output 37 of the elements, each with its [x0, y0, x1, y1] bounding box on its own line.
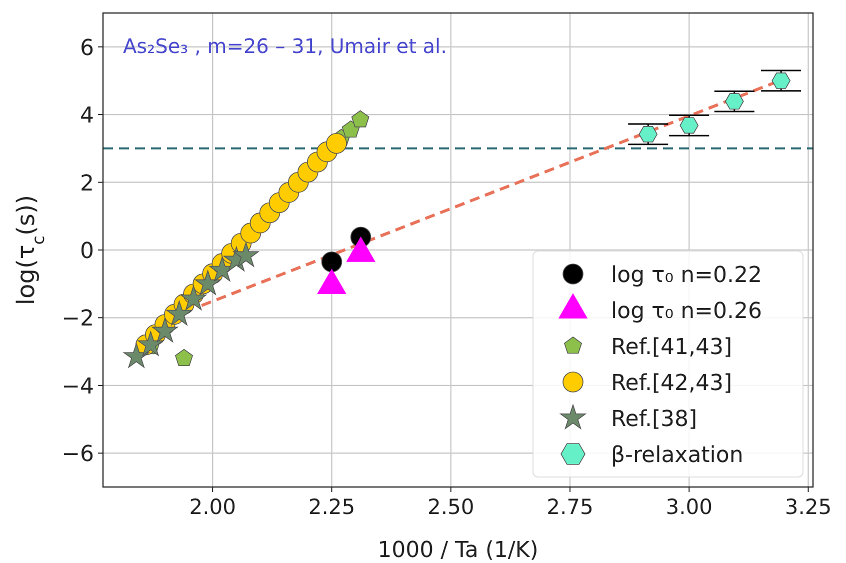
- point: [638, 126, 658, 142]
- point: [166, 300, 192, 326]
- point: [123, 343, 150, 368]
- x-axis-title: 1000 / Ta (1/K): [378, 538, 538, 563]
- x-tick-label: 2.50: [427, 495, 474, 519]
- y-tick-label: −6: [62, 442, 94, 468]
- legend-label: Ref.[38]: [611, 407, 698, 432]
- y-tick-label: 2: [80, 171, 94, 196]
- legend-label: Ref.[42,43]: [611, 371, 732, 396]
- y-tick-label: 0: [80, 239, 94, 264]
- y-tick-label: −4: [62, 374, 94, 400]
- point: [351, 110, 370, 128]
- legend-label: log τ₀ n=0.22: [611, 263, 762, 288]
- legend-label: log τ₀ n=0.26: [611, 299, 762, 324]
- y-tick-label: −2: [62, 306, 94, 332]
- point: [152, 318, 178, 342]
- point: [233, 242, 259, 267]
- x-tick-label: 2.75: [546, 495, 594, 519]
- point: [342, 120, 360, 138]
- legend-label: Ref.[41,43]: [611, 335, 732, 360]
- point: [772, 72, 790, 89]
- point: [180, 286, 206, 310]
- point: [175, 348, 193, 366]
- point: [680, 117, 699, 134]
- annotation: As₂Se₃ , m=26 – 31, Umair et al.: [123, 34, 447, 58]
- point: [321, 251, 342, 272]
- x-tick-label: 3.00: [666, 495, 712, 519]
- point: [724, 93, 744, 110]
- y-tick-label: 6: [80, 36, 94, 61]
- x-tick-label: 2.00: [189, 495, 236, 519]
- y-tick-label: 4: [80, 104, 94, 129]
- point: [138, 331, 164, 356]
- legend-label: β-relaxation: [611, 443, 744, 468]
- x-tick-label: 2.25: [308, 495, 356, 519]
- point: [194, 270, 221, 295]
- point: [326, 132, 347, 154]
- x-tick-label: 3.25: [784, 495, 832, 519]
